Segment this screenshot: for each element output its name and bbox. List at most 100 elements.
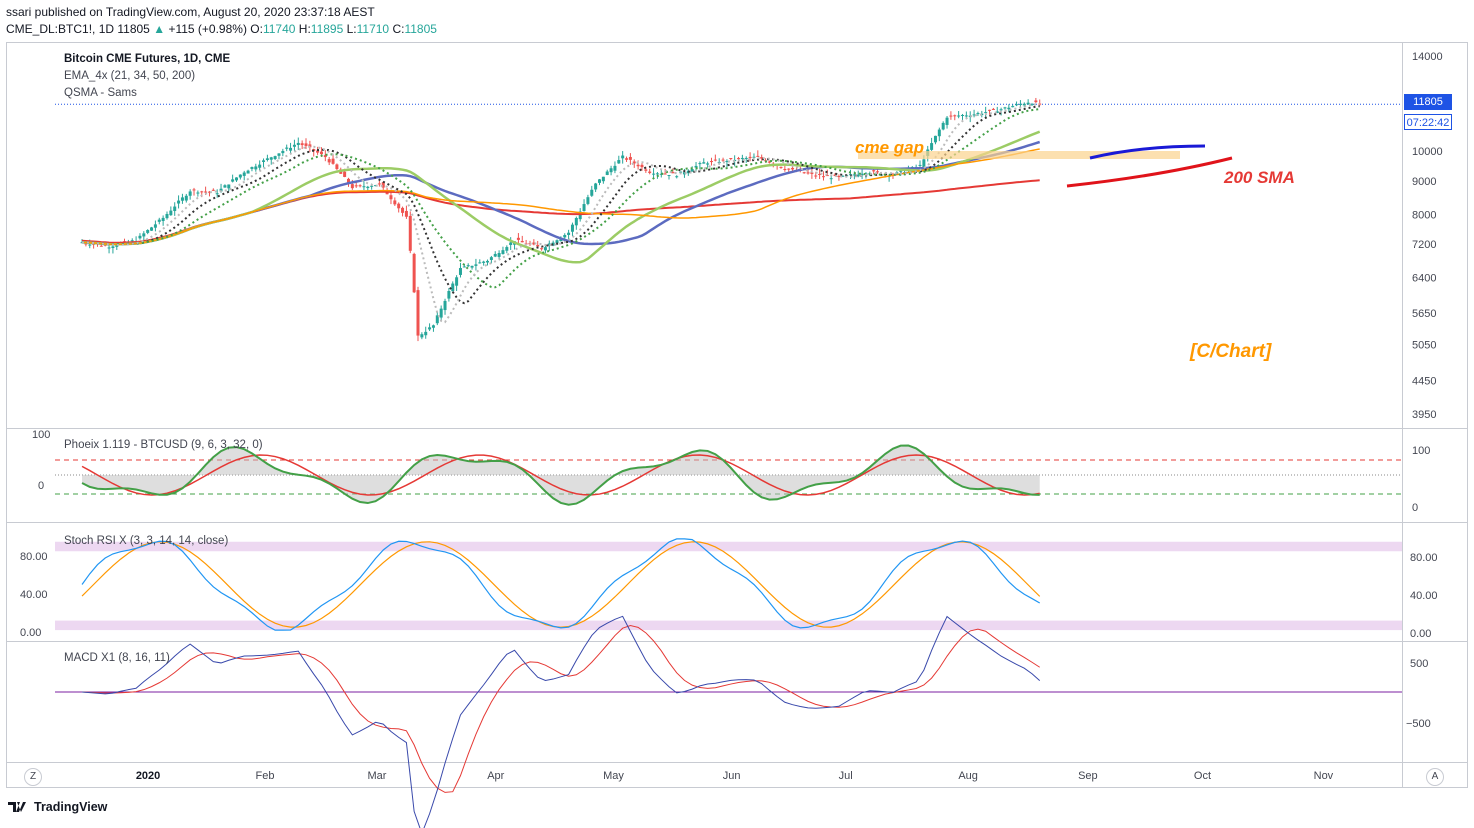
footer-text: TradingView (34, 800, 108, 814)
candle-body (821, 176, 825, 178)
candle-body (702, 162, 706, 164)
candle-body (852, 174, 856, 176)
time-axis-tick: Nov (1314, 770, 1334, 782)
candle-body (466, 265, 470, 267)
change: +115 (+0.98%) (168, 22, 247, 36)
candle-body (258, 164, 262, 168)
candle-body (1011, 106, 1015, 108)
candle-body (872, 170, 876, 172)
candle-body (590, 189, 594, 196)
candle-body (945, 117, 949, 125)
candle-body (177, 200, 181, 204)
candle-body (860, 173, 864, 176)
candle-body (107, 247, 111, 249)
candle-body (644, 169, 648, 171)
stoch-left-tick: 40.00 (20, 589, 48, 601)
candle-body (1007, 107, 1011, 110)
candle-body (262, 160, 266, 162)
candle-body (289, 147, 293, 151)
candle-body (818, 173, 822, 175)
candle-body (204, 191, 208, 193)
candle-body (779, 166, 783, 168)
candle-body (346, 178, 350, 184)
candle-body (706, 163, 710, 165)
phoeix-fast-line (81, 444, 1040, 506)
candle-body (416, 290, 420, 336)
qsma-dotted-line (81, 102, 1040, 324)
time-axis-tick: May (603, 770, 624, 782)
low-label: L: (346, 22, 357, 36)
candle-body (636, 164, 640, 167)
candle-body (621, 155, 625, 159)
candle-body (721, 159, 725, 161)
footer-brand: TradingView (8, 800, 107, 815)
candle-body (1026, 102, 1030, 105)
candle-body (292, 144, 296, 147)
candle-body (231, 179, 235, 182)
candle-body (671, 172, 675, 174)
price-axis-tick: 10000 (1412, 146, 1443, 158)
candle-body (238, 174, 242, 178)
candle-body (323, 155, 327, 158)
candle-body (486, 260, 490, 263)
candle-body (142, 233, 146, 237)
candle-body (443, 300, 447, 311)
price-axis-tick: 5050 (1412, 340, 1436, 352)
candle-body (690, 169, 694, 172)
candle-body (972, 114, 976, 116)
last-price: 11805 (117, 22, 150, 36)
last-price-tag: 11805 (1404, 94, 1452, 110)
candle-body (435, 315, 439, 324)
sma-200-label: 200 SMA (1223, 168, 1295, 187)
candle-body (582, 204, 586, 212)
macd-label: MACD X1 (8, 16, 11) (64, 652, 170, 664)
open-value: 11740 (262, 22, 296, 36)
close-label: C: (392, 22, 405, 36)
candle-body (837, 176, 841, 178)
candle-body (532, 242, 536, 245)
candle-body (659, 173, 663, 175)
candle-body (184, 195, 188, 201)
candle-body (609, 168, 613, 173)
candle-body (215, 193, 219, 195)
time-axis-tick: Jun (723, 770, 741, 782)
stoch-axis-tick: 40.00 (1410, 590, 1438, 602)
candle-body (420, 334, 424, 338)
candle-body (335, 164, 339, 170)
candle-body (146, 229, 150, 233)
ohlc-line: CME_DL:BTC1!, 1D 11805 ▲ +115 (+0.98%) O… (6, 22, 437, 36)
candle-body (1022, 103, 1026, 106)
candle-body (586, 197, 590, 204)
price-axis-divider (1402, 42, 1403, 788)
auto-scale-button[interactable]: A (1426, 768, 1444, 786)
candle-body (744, 157, 748, 159)
candle-body (370, 185, 374, 187)
candle-body (489, 257, 493, 260)
candle-body (246, 170, 250, 174)
candle-body (663, 173, 667, 175)
candle-body (478, 262, 482, 264)
phoeix-axis-tick: 100 (1412, 445, 1430, 457)
candle-body (377, 183, 381, 185)
time-axis-tick: Sep (1078, 770, 1098, 782)
candle-body (493, 253, 497, 257)
candle-body (988, 109, 992, 111)
candle-body (520, 241, 524, 243)
candle-body (393, 200, 397, 205)
macd-axis-tick: 500 (1410, 658, 1428, 670)
candle-body (99, 245, 103, 247)
time-axis-divider (6, 762, 1468, 763)
candle-body (211, 189, 215, 191)
candle-body (458, 268, 462, 275)
candle-body (578, 211, 582, 220)
stoch-axis-tick: 80.00 (1410, 552, 1438, 564)
zoom-reset-button[interactable]: Z (24, 768, 42, 786)
candle-body (810, 172, 814, 174)
close-value: 11805 (404, 22, 437, 36)
candle-body (930, 143, 934, 150)
candle-body (1015, 104, 1019, 106)
candle-body (169, 210, 173, 216)
phoeix-label: Phoeix 1.119 - BTCUSD (9, 6, 3, 32, 0) (64, 439, 263, 451)
candle-body (682, 172, 686, 175)
